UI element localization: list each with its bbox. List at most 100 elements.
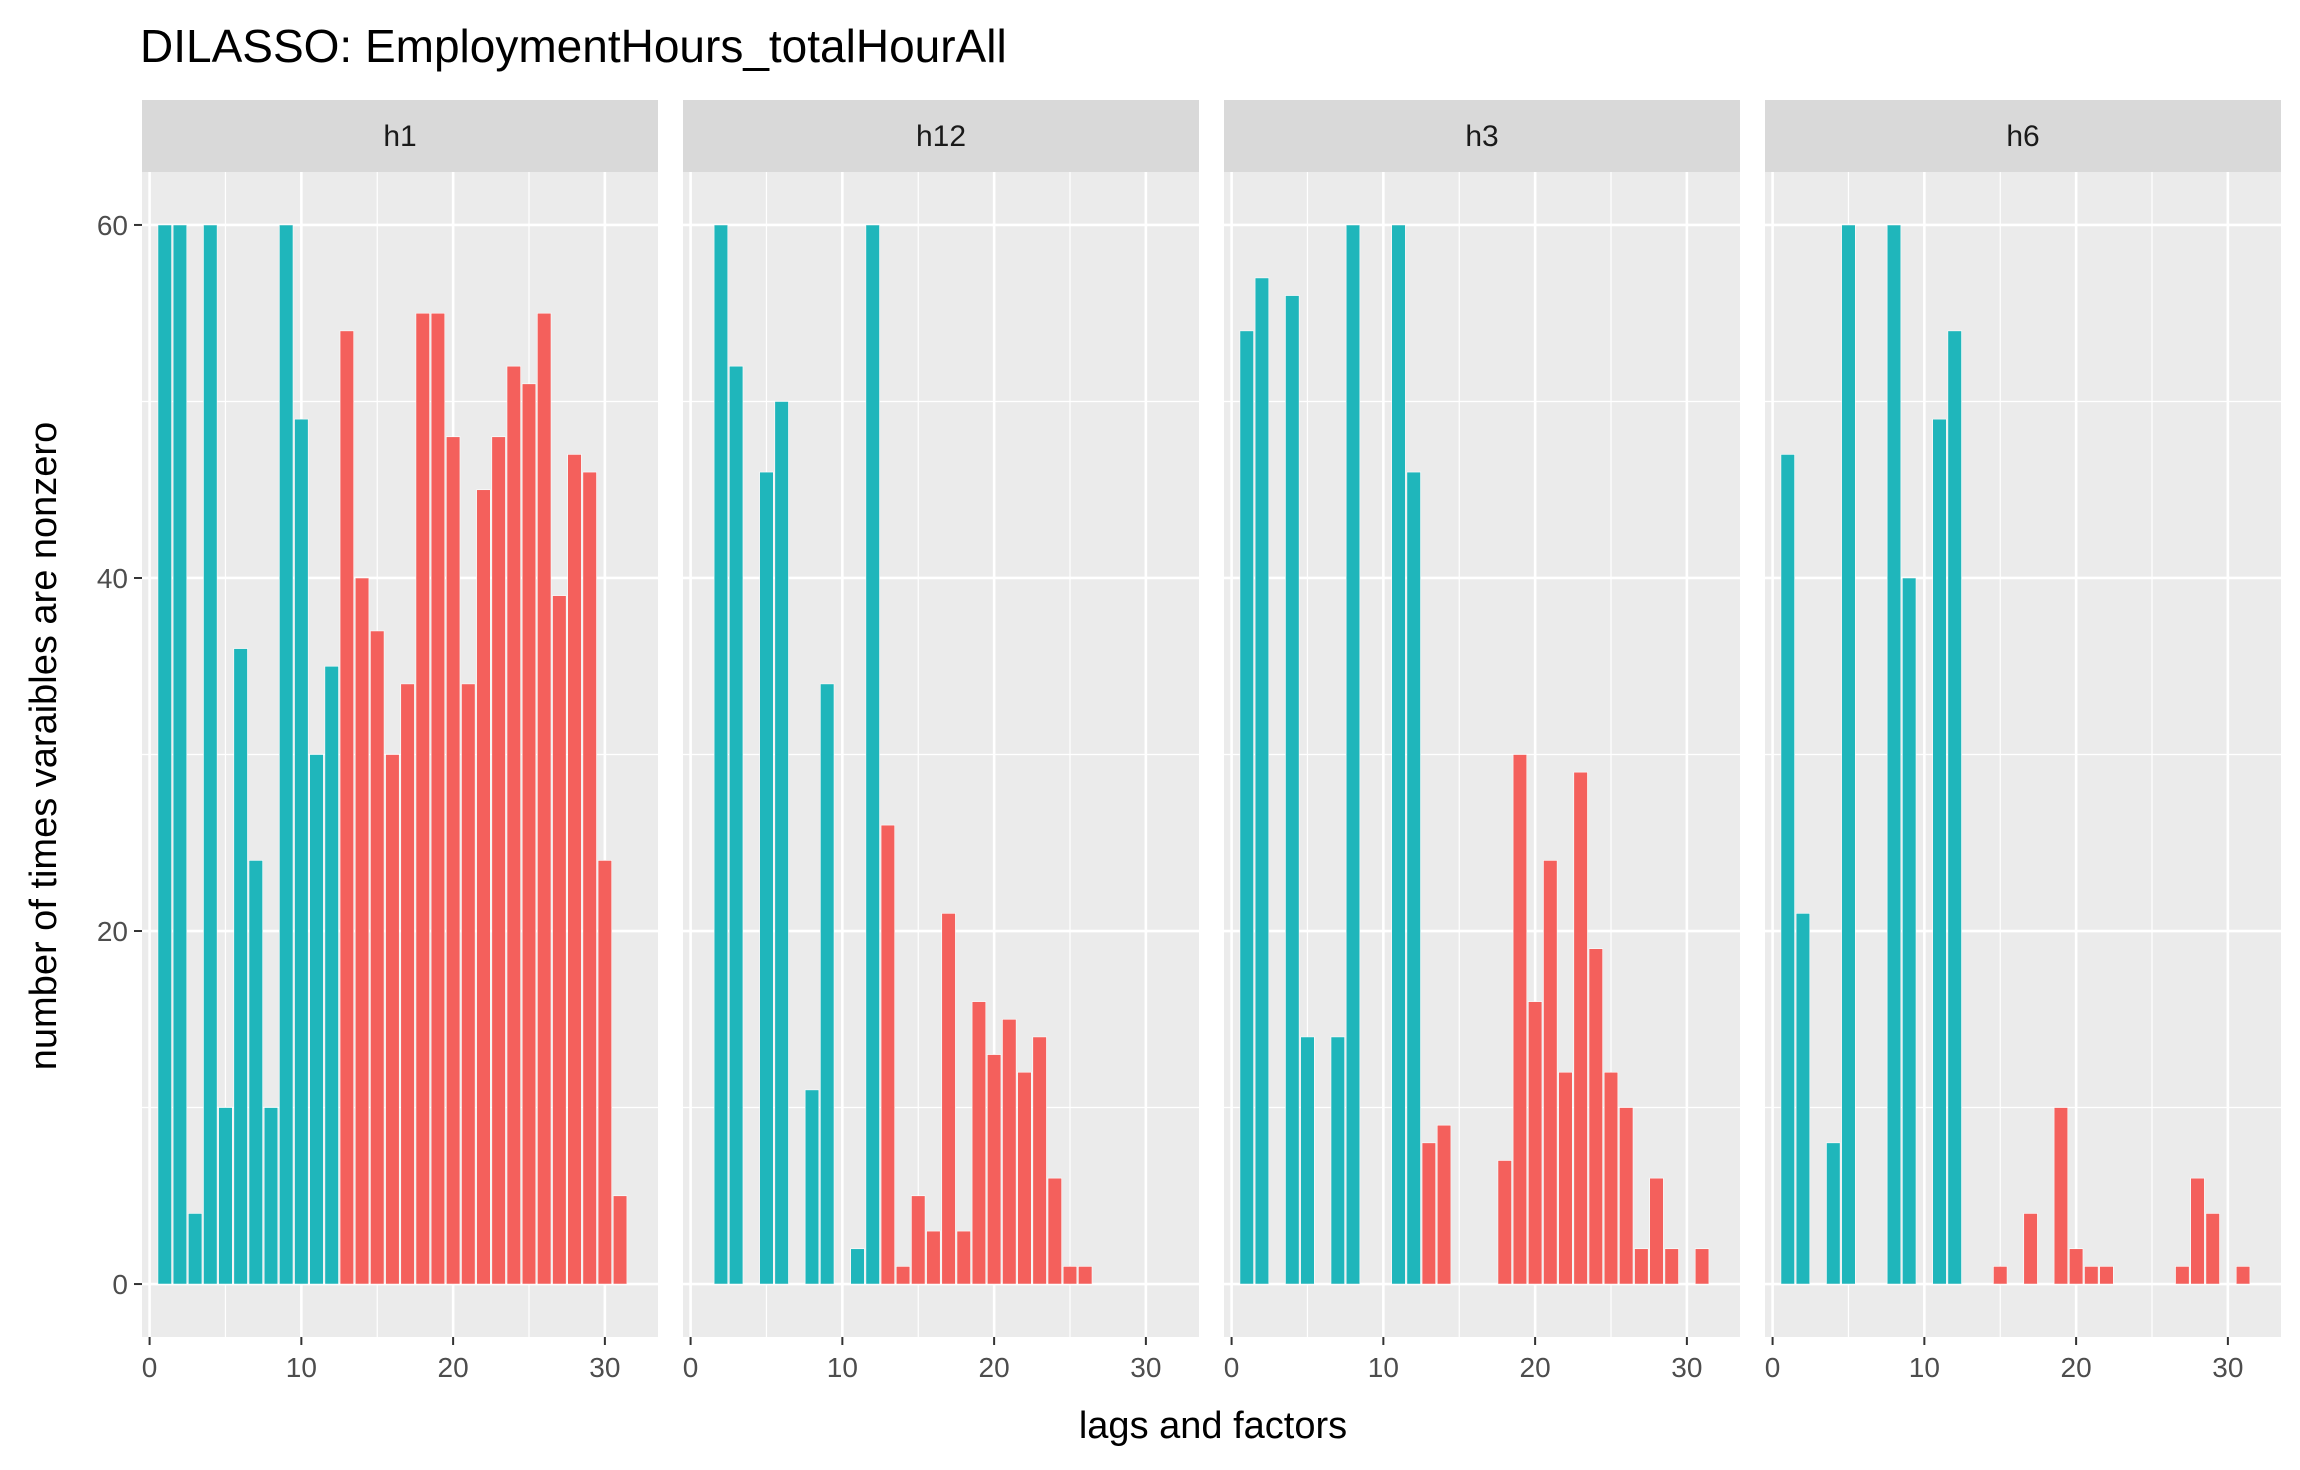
x-tick-label: 0 xyxy=(1224,1352,1240,1383)
bar-h6-x15 xyxy=(1993,1266,2008,1285)
bar-h3-x7 xyxy=(1330,1036,1345,1285)
bar-h1-x4 xyxy=(203,224,218,1285)
bar-h12-x25 xyxy=(1062,1266,1078,1285)
bar-h6-x27 xyxy=(2175,1266,2190,1285)
bar-h3-x2 xyxy=(1254,277,1270,1285)
facet-strip-label: h12 xyxy=(916,120,966,153)
bar-h12-x13 xyxy=(880,824,896,1285)
bar-h12-x24 xyxy=(1047,1177,1062,1285)
x-tick-label: 30 xyxy=(589,1352,620,1383)
bar-h12-x18 xyxy=(956,1230,971,1285)
x-tick-label: 0 xyxy=(142,1352,158,1383)
chart-title: DILASSO: EmploymentHours_totalHourAll xyxy=(140,20,1007,72)
bar-h1-x19 xyxy=(430,312,446,1285)
x-tick-label: 20 xyxy=(979,1352,1010,1383)
bar-h1-x21 xyxy=(461,683,476,1285)
x-tick-label: 10 xyxy=(1368,1352,1399,1383)
bar-h12-x15 xyxy=(911,1195,926,1285)
bar-h3-x5 xyxy=(1300,1036,1315,1285)
bar-h1-x24 xyxy=(506,365,521,1285)
bar-h12-x2 xyxy=(713,224,729,1285)
bar-h12-x26 xyxy=(1078,1266,1093,1285)
bar-h1-x22 xyxy=(476,489,491,1285)
bar-h12-x8 xyxy=(804,1089,820,1285)
bar-h1-x1 xyxy=(157,224,172,1285)
facet-strip-label: h6 xyxy=(2006,120,2039,153)
x-tick-label: 10 xyxy=(286,1352,317,1383)
bar-h1-x16 xyxy=(385,754,400,1285)
bar-h6-x21 xyxy=(2084,1266,2099,1285)
x-tick-label: 20 xyxy=(438,1352,469,1383)
bar-h1-x29 xyxy=(582,471,597,1285)
bar-h6-x9 xyxy=(1902,577,1917,1285)
bar-h3-x14 xyxy=(1436,1124,1452,1285)
bar-h12-x17 xyxy=(941,913,956,1285)
bar-h3-x31 xyxy=(1694,1248,1710,1285)
bar-h6-x8 xyxy=(1886,224,1902,1285)
bar-h12-x16 xyxy=(926,1230,941,1285)
bar-h12-x21 xyxy=(1002,1018,1017,1285)
bar-h12-x14 xyxy=(895,1266,911,1285)
bar-h12-x5 xyxy=(759,471,774,1285)
bar-h3-x12 xyxy=(1406,471,1421,1285)
bar-h1-x9 xyxy=(279,224,294,1285)
x-axis-title: lags and factors xyxy=(1079,1405,1347,1447)
bar-h1-x12 xyxy=(324,665,339,1285)
bar-h3-x19 xyxy=(1512,754,1528,1285)
bar-h6-x28 xyxy=(2190,1177,2205,1285)
x-tick-label: 20 xyxy=(2061,1352,2092,1383)
bar-h1-x8 xyxy=(263,1107,279,1285)
bar-h3-x21 xyxy=(1543,860,1558,1285)
facet-panel-h3: h3 0 10 20 30 xyxy=(1224,100,1740,1383)
bar-h3-x20 xyxy=(1527,1001,1543,1285)
bar-h1-x28 xyxy=(567,454,582,1285)
bar-h1-x25 xyxy=(521,383,537,1285)
bar-h3-x24 xyxy=(1588,948,1603,1285)
y-tick-label: 40 xyxy=(97,563,128,594)
facet-strip xyxy=(1224,100,1740,172)
bar-h1-x23 xyxy=(491,436,506,1285)
bar-h12-x22 xyxy=(1017,1071,1032,1285)
bar-h12-x11 xyxy=(850,1248,865,1285)
bar-h3-x26 xyxy=(1619,1107,1634,1285)
bar-h1-x10 xyxy=(294,418,309,1285)
x-tick-label: 30 xyxy=(2212,1352,2243,1383)
bar-h6-x22 xyxy=(2099,1266,2114,1285)
bar-h12-x23 xyxy=(1032,1036,1047,1285)
x-tick-label: 0 xyxy=(683,1352,699,1383)
facet-strip xyxy=(683,100,1199,172)
facet-panel-h6: h6 0 10 20 30 xyxy=(1765,100,2281,1383)
facet-panel-h1: h1 0 10 20 30 0 20 40 60 xyxy=(97,100,658,1383)
bar-h3-x11 xyxy=(1391,224,1406,1285)
bar-h6-x11 xyxy=(1932,418,1947,1285)
facet-strip xyxy=(142,100,658,172)
bar-h1-x5 xyxy=(218,1107,233,1285)
x-tick-label: 30 xyxy=(1671,1352,1702,1383)
bar-h3-x29 xyxy=(1664,1248,1679,1285)
bar-h3-x1 xyxy=(1239,330,1254,1285)
bar-h6-x12 xyxy=(1947,330,1962,1285)
y-axis-title: number of times varaibles are nonzero xyxy=(23,422,65,1070)
bar-h3-x23 xyxy=(1573,771,1588,1285)
bar-h6-x17 xyxy=(2023,1213,2038,1285)
bar-h3-x13 xyxy=(1421,1142,1437,1285)
bar-h6-x4 xyxy=(1826,1142,1841,1285)
x-tick-label: 20 xyxy=(1520,1352,1551,1383)
bar-h1-x31 xyxy=(612,1195,628,1285)
facet-panel-h12: h12 0 10 20 30 xyxy=(683,100,1199,1383)
facet-panels: h1 0 10 20 30 0 20 40 60 h12 0 10 20 30 h3 0 10 20 30 h6 0 10… xyxy=(97,100,2281,1383)
bar-h1-x3 xyxy=(187,1213,203,1285)
bar-h6-x20 xyxy=(2068,1248,2084,1285)
bar-h3-x25 xyxy=(1603,1071,1619,1285)
bar-h1-x2 xyxy=(172,224,188,1285)
bar-h3-x27 xyxy=(1634,1248,1649,1285)
y-tick-label: 60 xyxy=(97,210,128,241)
bar-h12-x3 xyxy=(728,365,744,1285)
bar-h12-x12 xyxy=(865,224,880,1285)
bar-h6-x2 xyxy=(1795,913,1811,1285)
bar-h1-x26 xyxy=(537,312,552,1285)
bar-h1-x20 xyxy=(445,436,461,1285)
bar-h1-x18 xyxy=(415,312,430,1285)
x-tick-label: 30 xyxy=(1130,1352,1161,1383)
bar-h3-x28 xyxy=(1649,1177,1664,1285)
